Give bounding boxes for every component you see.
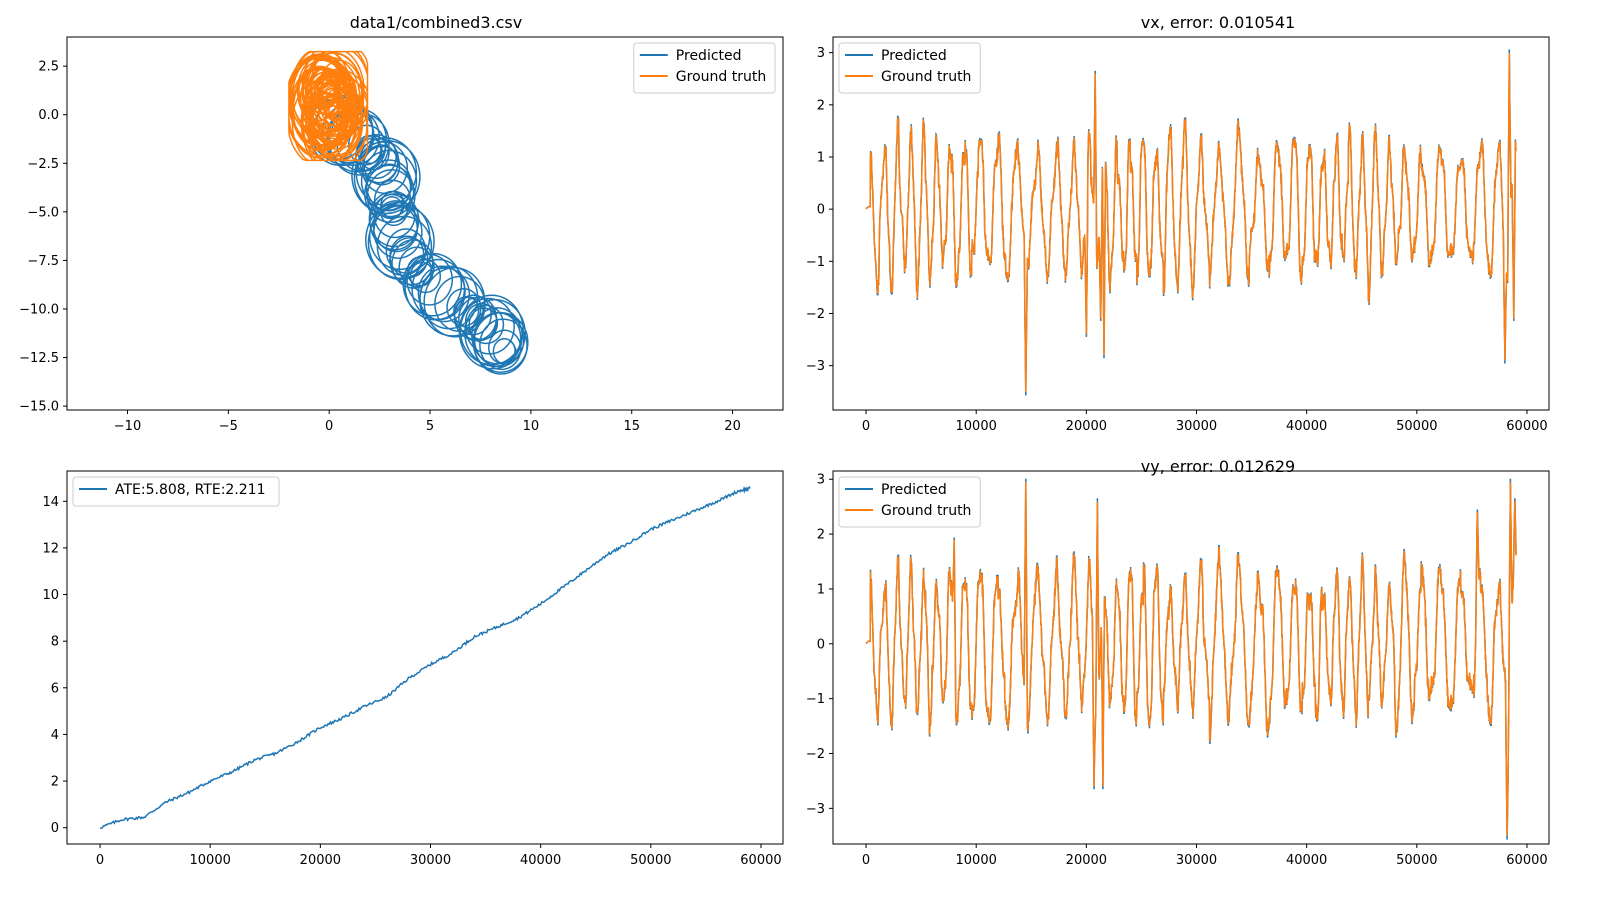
- series-predicted: [865, 49, 1517, 396]
- x-tick-label: 60000: [1506, 419, 1547, 434]
- series-predicted: [865, 478, 1517, 840]
- panel-4-title: vy, error: 0.012629: [1141, 457, 1295, 476]
- y-tick-label: −2.5: [27, 157, 59, 172]
- axes-frame: [66, 470, 784, 845]
- y-tick-label: 1: [817, 582, 825, 597]
- y-tick-label: 1: [817, 150, 825, 165]
- ate-panel: 0 10000 20000 30000 40000 50000 60000 0 2 4 6 8 10 12…: [42, 470, 784, 868]
- vy-panel: 0 10000 20000 30000 40000 50000 60000 3 2 1 0 −1 −2 −…: [806, 470, 1550, 868]
- y-tick-label: −7.5: [27, 254, 59, 269]
- y-tick-label: 2.5: [38, 60, 59, 75]
- trajectory-panel: −10 −5 0 5 10 15 20 2.5 0.0 −2.5 −5.0 −7.5 −10.0 −12.…: [19, 36, 784, 434]
- series-ground-truth: [288, 50, 369, 162]
- axes-frame: [832, 470, 1550, 845]
- x-tick-label: 50000: [1396, 419, 1437, 434]
- y-tick-label: −3: [806, 359, 825, 374]
- x-tick-label: 0: [96, 853, 104, 868]
- legend-box: [633, 42, 776, 94]
- x-tick-label: 30000: [1176, 419, 1217, 434]
- vx-panel: 0 10000 20000 30000 40000 50000 60000 3 2 1 0 −1 −2 −…: [806, 36, 1550, 434]
- y-tick-label: 6: [51, 681, 59, 696]
- legend-label: Predicted: [676, 48, 742, 64]
- x-tick-label: 20000: [1066, 419, 1107, 434]
- x-tick-label: 50000: [630, 853, 671, 868]
- y-tick-label: 0: [51, 821, 59, 836]
- series-ground-truth: [865, 52, 1517, 392]
- axes-frame: [832, 36, 1550, 411]
- x-tick-label: 10000: [956, 419, 997, 434]
- legend-label: Ground truth: [676, 69, 766, 85]
- x-tick-label: 5: [426, 419, 434, 434]
- y-tick-label: 0: [817, 203, 825, 218]
- x-tick-label: 50000: [1396, 853, 1437, 868]
- y-tick-label: −3: [806, 802, 825, 817]
- y-tick-label: −15.0: [19, 400, 59, 415]
- y-tick-label: 3: [817, 473, 825, 488]
- x-tick-label: 30000: [410, 853, 451, 868]
- y-tick-label: 0.0: [38, 108, 59, 123]
- x-tick-label: 20000: [300, 853, 341, 868]
- series-ground-truth: [865, 481, 1517, 836]
- y-tick-label: −12.5: [19, 351, 59, 366]
- x-tick-label: 15: [623, 419, 640, 434]
- y-tick-label: −5.0: [27, 205, 59, 220]
- x-tick-label: 30000: [1176, 853, 1217, 868]
- y-tick-label: 14: [42, 495, 59, 510]
- x-tick-label: 60000: [1506, 853, 1547, 868]
- x-tick-label: −5: [219, 419, 238, 434]
- legend-box: [838, 476, 981, 528]
- legend-label: Ground truth: [881, 503, 971, 519]
- x-tick-label: −10: [114, 419, 141, 434]
- y-tick-label: 4: [51, 728, 59, 743]
- x-tick-label: 10: [523, 419, 540, 434]
- x-tick-label: 0: [325, 419, 333, 434]
- legend-label: ATE:5.808, RTE:2.211: [115, 482, 266, 498]
- y-tick-label: 2: [817, 528, 825, 543]
- y-tick-label: −2: [806, 307, 825, 322]
- y-tick-label: 2: [51, 775, 59, 790]
- x-tick-label: 40000: [1286, 853, 1327, 868]
- y-tick-label: −2: [806, 747, 825, 762]
- y-tick-label: −10.0: [19, 302, 59, 317]
- series-predicted: [307, 94, 529, 375]
- series-ate: [99, 485, 751, 830]
- panel-2-title: vx, error: 0.010541: [1141, 13, 1295, 32]
- x-tick-label: 60000: [740, 853, 781, 868]
- x-tick-label: 0: [862, 853, 870, 868]
- panel-1-title: data1/combined3.csv: [350, 13, 522, 32]
- x-tick-label: 10000: [956, 853, 997, 868]
- y-tick-label: 8: [51, 635, 59, 650]
- y-tick-label: −1: [806, 692, 825, 707]
- y-tick-label: 0: [817, 637, 825, 652]
- y-tick-label: 10: [42, 588, 59, 603]
- axes-frame: [66, 36, 784, 411]
- y-tick-label: 3: [817, 46, 825, 61]
- legend-label: Predicted: [881, 482, 947, 498]
- x-tick-label: 20000: [1066, 853, 1107, 868]
- x-tick-label: 40000: [1286, 419, 1327, 434]
- y-tick-label: −1: [806, 255, 825, 270]
- legend-box: [72, 476, 280, 507]
- legend-label: Predicted: [881, 48, 947, 64]
- y-tick-label: 2: [817, 98, 825, 113]
- x-tick-label: 10000: [190, 853, 231, 868]
- legend-label: Ground truth: [881, 69, 971, 85]
- x-tick-label: 40000: [520, 853, 561, 868]
- x-tick-label: 0: [862, 419, 870, 434]
- y-tick-label: 12: [42, 541, 59, 556]
- legend-box: [838, 42, 981, 94]
- x-tick-label: 20: [724, 419, 741, 434]
